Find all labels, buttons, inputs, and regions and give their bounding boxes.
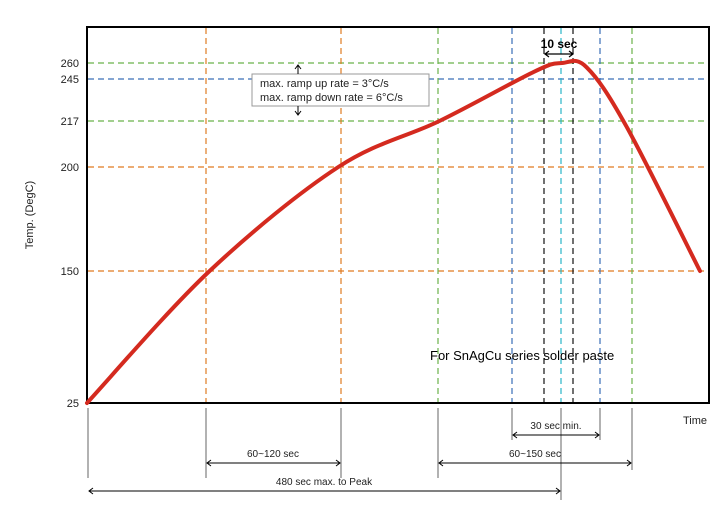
dim-arrow-30sec	[512, 431, 600, 439]
peak-window-arrow	[544, 50, 574, 58]
y-axis-label: Temp. (DegC)	[24, 181, 36, 249]
dim-arrow-60-120	[206, 459, 341, 467]
y-tick-245: 245	[61, 74, 79, 86]
dim-label-60-120: 60~120 sec	[247, 449, 299, 460]
interval-dimensions: 30 sec min. 60~120 sec 60~150 sec 480 se…	[87, 408, 633, 500]
ramp-down-note: max. ramp down rate = 6°C/s	[260, 92, 403, 104]
dim-arrow-60-150	[438, 459, 632, 467]
peak-window-label: 10 sec	[541, 37, 578, 51]
y-tick-217: 217	[61, 116, 79, 128]
y-tick-200: 200	[61, 162, 79, 174]
ramp-arrow-down	[294, 106, 302, 116]
dim-label-30sec: 30 sec min.	[530, 421, 581, 432]
x-axis-label: Time	[683, 415, 707, 427]
y-ticks: 25 150 200 217 245 260	[61, 58, 79, 410]
dim-label-480: 480 sec max. to Peak	[276, 477, 373, 488]
reflow-profile-curve	[85, 58, 702, 405]
plot-frame	[86, 26, 710, 404]
dim-label-60-150: 60~150 sec	[509, 449, 561, 460]
dim-arrow-480	[88, 487, 561, 495]
y-tick-260: 260	[61, 58, 79, 70]
ramp-up-note: max. ramp up rate = 3°C/s	[260, 78, 389, 90]
curve-layer	[85, 58, 702, 405]
ramp-arrow-up	[294, 64, 302, 74]
series-annotation: For SnAgCu series solder paste	[430, 348, 614, 363]
y-tick-25: 25	[67, 398, 79, 410]
y-tick-150: 150	[61, 266, 79, 278]
ramp-note-box: max. ramp up rate = 3°C/s max. ramp down…	[251, 64, 430, 116]
